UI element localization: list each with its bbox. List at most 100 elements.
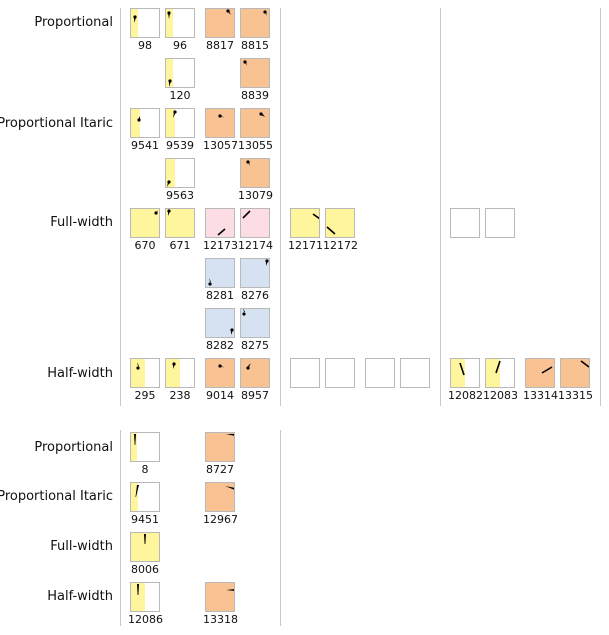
row-label-proportional-italic: Proportional Itaric	[0, 116, 113, 131]
glyph-drawing	[326, 226, 336, 235]
code-label: 9014	[206, 389, 234, 402]
code-label: 12171	[288, 239, 323, 252]
code-label: 13318	[203, 613, 238, 626]
glyph-box	[205, 582, 235, 612]
glyph-cell: 8	[130, 432, 160, 476]
glyph-drawing	[580, 360, 589, 368]
glyph-box	[240, 208, 270, 238]
glyph-box	[205, 8, 235, 38]
glyph-drawing	[217, 228, 226, 236]
row-label-full-width: Full-width	[50, 539, 113, 554]
glyph-drawing	[226, 589, 234, 591]
code-label: 8276	[241, 289, 269, 302]
code-label: 8281	[206, 289, 234, 302]
glyph-cell: 13079	[238, 158, 273, 202]
code-label: 670	[134, 239, 156, 252]
glyph-box	[560, 358, 590, 388]
glyph-box	[240, 258, 270, 288]
glyph-drawing	[226, 434, 234, 436]
row-label-half-width: Half-width	[47, 366, 113, 381]
glyph-drawing	[226, 9, 231, 15]
glyph-cell: 13055	[238, 108, 273, 152]
code-label: 671	[169, 239, 191, 252]
glyph-cell: 8839	[240, 58, 270, 102]
glyph-cell: 9451	[130, 482, 160, 526]
glyph-box	[130, 108, 160, 138]
glyph-box	[165, 158, 195, 188]
glyph-drawing	[131, 9, 138, 37]
code-label: 12086	[128, 613, 163, 626]
glyph-box	[130, 482, 160, 512]
glyph-drawing	[218, 114, 224, 118]
glyph-cell-empty	[450, 208, 480, 238]
code-label: 13057	[203, 139, 238, 152]
code-label: 9541	[131, 139, 159, 152]
glyph-drawing	[451, 359, 465, 387]
glyph-box	[240, 358, 270, 388]
glyph-box	[165, 208, 195, 238]
code-label: 13079	[238, 189, 273, 202]
glyph-cell-empty	[290, 358, 320, 388]
glyph-cell: 9563	[165, 158, 195, 202]
glyph-cell: 295	[130, 358, 160, 402]
glyph-cell: 12172	[323, 208, 358, 252]
code-label: 9539	[166, 139, 194, 152]
glyph-cell: 12086	[128, 582, 163, 626]
code-label: 9563	[166, 189, 194, 202]
glyph-cell: 96	[165, 8, 195, 52]
glyph-cell: 8282	[205, 308, 235, 352]
glyph-drawing	[131, 359, 145, 387]
glyph-box	[205, 208, 235, 238]
glyph-cell: 8817	[205, 8, 235, 52]
glyph-cell: 8815	[240, 8, 270, 52]
code-label: 13314	[523, 389, 558, 402]
glyph-drawing	[242, 309, 246, 316]
code-label: 8727	[206, 463, 234, 476]
code-label: 9451	[131, 513, 159, 526]
code-label: 295	[134, 389, 156, 402]
glyph-box	[165, 8, 195, 38]
code-label: 12082	[448, 389, 483, 402]
column-divider	[440, 8, 441, 406]
glyph-cell: 9014	[205, 358, 235, 402]
glyph-drawing	[131, 109, 141, 137]
code-label: 8	[141, 463, 149, 476]
code-label: 120	[169, 89, 191, 102]
glyph-cell: 671	[165, 208, 195, 252]
code-label: 12172	[323, 239, 358, 252]
glyph-drawing	[208, 278, 212, 286]
glyph-drawing	[541, 366, 553, 374]
glyph-box	[165, 108, 195, 138]
glyph-drawing	[259, 112, 265, 117]
glyph-drawing	[265, 259, 269, 266]
glyph-box	[130, 532, 160, 562]
glyph-drawing	[166, 159, 175, 187]
glyph-cell: 238	[165, 358, 195, 402]
glyph-cell: 8281	[205, 258, 235, 302]
column-divider	[280, 430, 281, 626]
glyph-cell: 9539	[165, 108, 195, 152]
glyph-box	[400, 358, 430, 388]
glyph-drawing	[225, 486, 234, 490]
code-label: 8006	[131, 563, 159, 576]
code-label: 96	[173, 39, 187, 52]
code-label: 12083	[483, 389, 518, 402]
glyph-cell: 12171	[288, 208, 323, 252]
glyph-drawing	[263, 10, 267, 16]
glyph-drawing	[144, 534, 146, 544]
glyph-cell: 8727	[205, 432, 235, 476]
glyph-box	[130, 432, 160, 462]
row-label-proportional: Proportional	[34, 440, 113, 455]
glyph-cell: 13057	[203, 108, 238, 152]
column-divider	[120, 430, 121, 626]
glyph-box	[290, 208, 320, 238]
code-label: 238	[169, 389, 191, 402]
code-label: 8815	[241, 39, 269, 52]
glyph-box	[240, 158, 270, 188]
glyph-box	[240, 8, 270, 38]
glyph-box	[130, 582, 160, 612]
code-label: 13055	[238, 139, 273, 152]
code-label: 8282	[206, 339, 234, 352]
glyph-drawing	[218, 364, 224, 368]
glyph-cell: 13315	[558, 358, 593, 402]
